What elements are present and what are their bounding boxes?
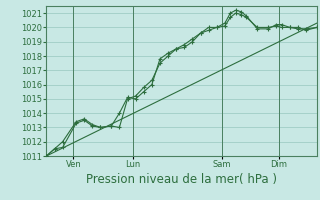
X-axis label: Pression niveau de la mer( hPa ): Pression niveau de la mer( hPa ) [86, 173, 277, 186]
